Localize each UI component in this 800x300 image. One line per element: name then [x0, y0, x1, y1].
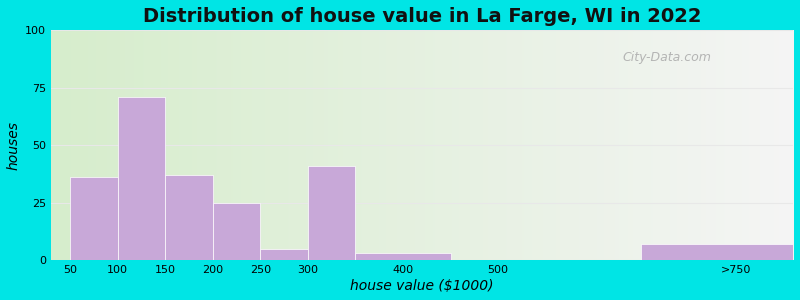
Bar	[70, 177, 118, 260]
Title: Distribution of house value in La Farge, WI in 2022: Distribution of house value in La Farge,…	[142, 7, 702, 26]
Bar	[641, 244, 793, 260]
X-axis label: house value ($1000): house value ($1000)	[350, 279, 494, 293]
Bar	[165, 175, 213, 260]
Bar	[260, 248, 308, 260]
Text: City-Data.com: City-Data.com	[622, 51, 711, 64]
Bar	[308, 166, 355, 260]
Bar	[213, 202, 260, 260]
Y-axis label: houses: houses	[7, 121, 21, 170]
Bar	[355, 253, 450, 260]
Bar	[118, 97, 165, 260]
